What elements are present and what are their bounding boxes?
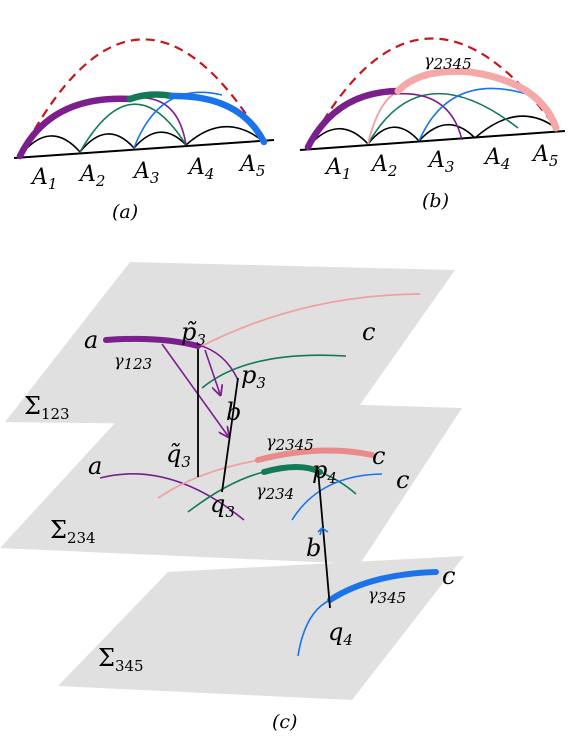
point-b-A5: A5: [531, 142, 558, 170]
panel-b: γ2345 A1 A2 A3 A4 A5 (b): [299, 37, 566, 212]
panel-a: A1 A2 A3 A4 A5 (a): [13, 38, 275, 223]
gamma123-curve: [103, 335, 201, 349]
baseline-b: [299, 130, 566, 151]
label-a-mid: a: [88, 452, 102, 480]
label-gamma345: γ345: [368, 585, 406, 607]
blue-curve-mid: [291, 473, 383, 521]
plane-sigma345: [58, 556, 464, 700]
arc-blue-thin-a: [133, 91, 223, 149]
label-c-mid1: c: [372, 442, 385, 470]
panel-c: a c p̃3 γ123 p3 b Σ123 γ2345 c c a q̃3 γ…: [0, 262, 464, 733]
point-b-A1: A1: [324, 155, 351, 183]
label-c-bottom: c: [442, 562, 455, 590]
label-a-top: a: [84, 326, 98, 354]
point-a-A1: A1: [30, 165, 57, 193]
arc-blue-thin-b: [418, 87, 531, 142]
label-c-mid2: c: [396, 466, 409, 494]
purple-thin-top: [197, 344, 239, 381]
purple-arrows: [161, 343, 228, 436]
gamma2345-label-b: γ2345: [424, 51, 472, 73]
salmon-thin-mid: [157, 459, 261, 499]
point-a-A5: A5: [238, 152, 265, 180]
point-a-A2: A2: [78, 162, 105, 190]
blue-arrow: [317, 526, 329, 536]
label-gamma123: γ123: [114, 351, 152, 373]
label-gamma2345: γ2345: [266, 432, 314, 454]
dashed-arc-a: [19, 38, 265, 157]
arc-green-thick-a: [126, 91, 176, 103]
arc-purple-thin-b: [394, 92, 463, 141]
label-c-top: c: [362, 318, 375, 346]
small-arcs-b: [307, 115, 557, 148]
green-curve-top: [201, 354, 347, 389]
caption-c: (c): [272, 711, 297, 733]
arc-salmon-thick-b: [394, 67, 560, 132]
point-a-A4: A4: [187, 155, 214, 183]
gamma234-curve: [261, 464, 323, 475]
caption-b: (b): [422, 190, 449, 212]
caption-a: (a): [112, 201, 138, 223]
plane-sigma123: [5, 262, 455, 426]
point-b-A3: A3: [427, 148, 454, 176]
gamma2345-curve: [255, 447, 375, 463]
plane-sigma234: [0, 398, 462, 564]
point-a-A3: A3: [132, 159, 159, 187]
label-p4: p4: [312, 456, 337, 487]
gamma345-curve: [327, 569, 439, 603]
green-thin-mid: [187, 471, 265, 513]
purple-curve-mid: [99, 473, 245, 521]
point-b-A4: A4: [483, 145, 510, 173]
connectors: [197, 349, 331, 609]
small-arcs-a: [19, 125, 265, 157]
arc-green-a: [79, 103, 187, 153]
label-b-bottom: b: [306, 534, 321, 562]
label-sigma123: Σ123: [24, 392, 70, 423]
arc-purple-thick-a: [16, 95, 134, 160]
arc-blue-thick-a: [168, 92, 268, 146]
arc-green-b: [367, 92, 519, 145]
salmon-curve-top: [197, 293, 421, 349]
point-b-A2: A2: [370, 152, 397, 180]
arc-purple-thick-b: [304, 87, 402, 151]
label-b-top: b: [226, 398, 241, 426]
label-gamma234: γ234: [256, 481, 294, 503]
blue-thin-bottom: [297, 599, 331, 657]
baseline-a: [13, 139, 275, 159]
